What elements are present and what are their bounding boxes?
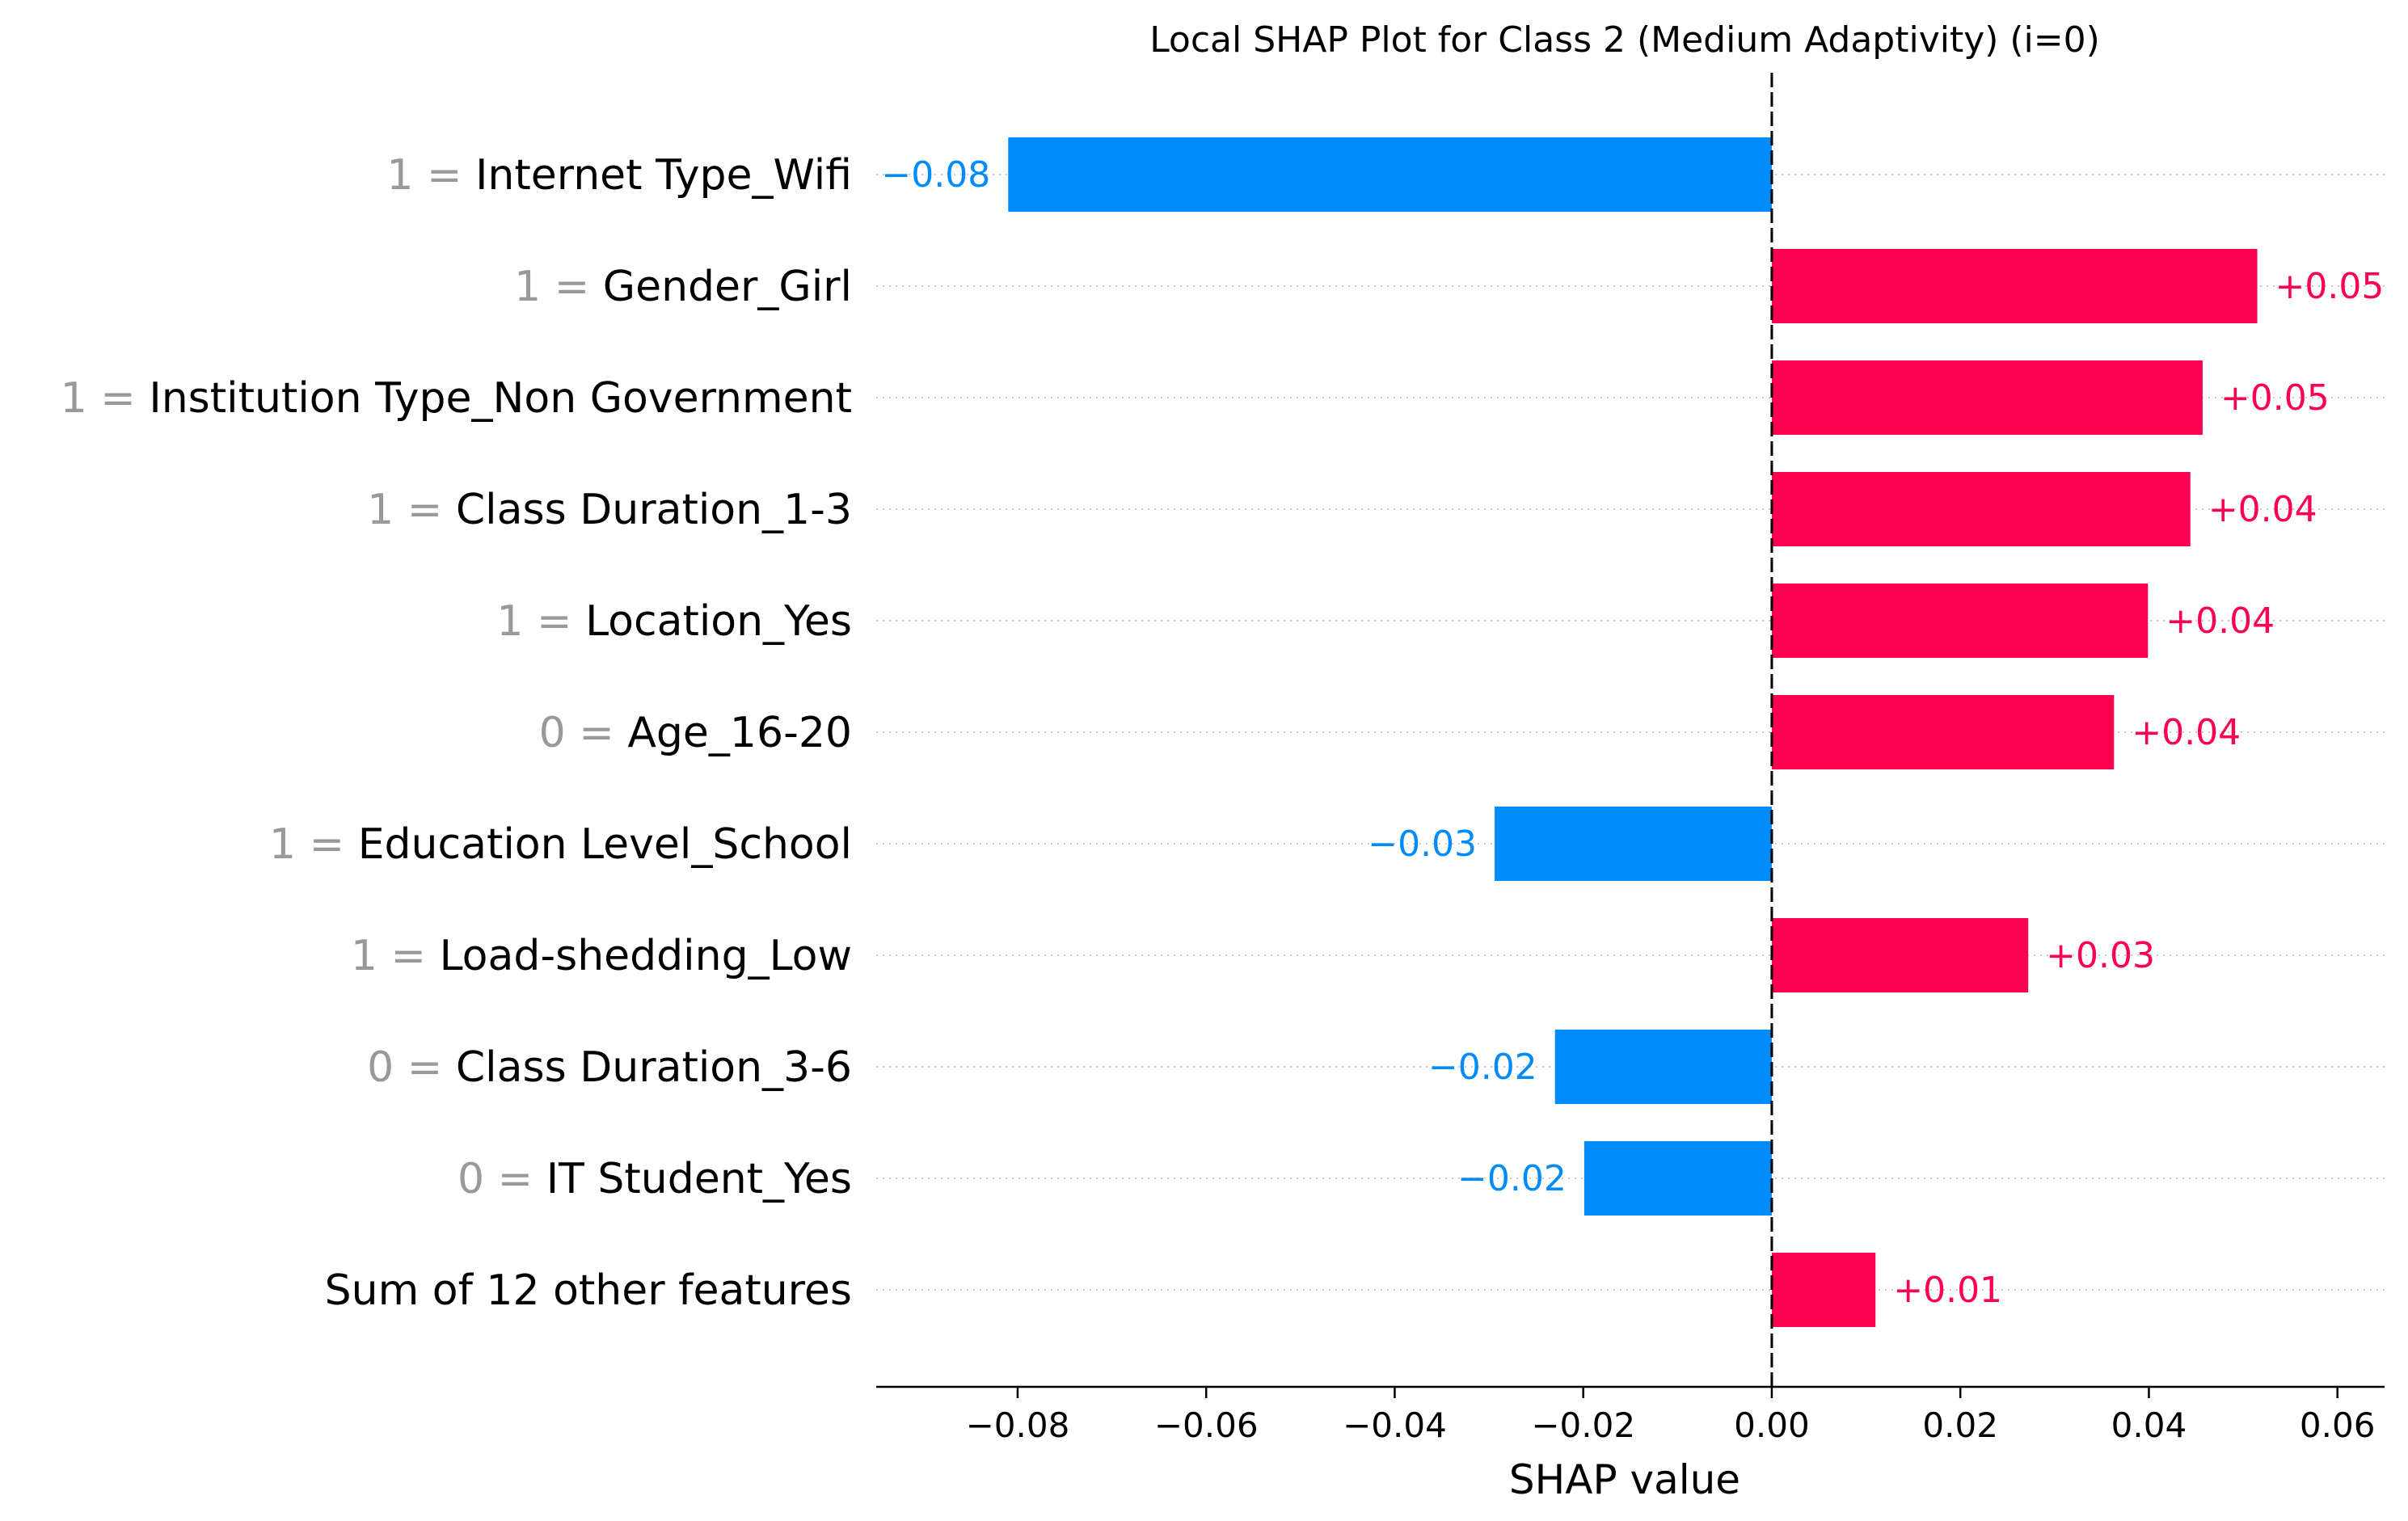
bar bbox=[1584, 1141, 1772, 1216]
bar-value-label: +0.05 bbox=[2220, 377, 2330, 419]
feature-label: 0 = IT Student_Yes bbox=[458, 1155, 852, 1203]
feature-label: 1 = Load-shedding_Low bbox=[351, 932, 852, 980]
feature-name: IT Student_Yes bbox=[546, 1155, 852, 1203]
feature-value: 1 = bbox=[269, 820, 358, 869]
bar bbox=[1771, 695, 2115, 769]
feature-label: 1 = Location_Yes bbox=[496, 597, 852, 646]
feature-label: Sum of 12 other features bbox=[325, 1266, 852, 1315]
feature-value: 1 = bbox=[61, 374, 150, 423]
feature-name: Class Duration_1-3 bbox=[456, 486, 852, 534]
x-tick-label: −0.06 bbox=[1154, 1405, 1259, 1445]
bar-value-label: +0.01 bbox=[1893, 1270, 2002, 1311]
bar bbox=[1771, 360, 2203, 435]
bar bbox=[1495, 807, 1772, 881]
feature-value: 1 = bbox=[367, 486, 456, 534]
feature-label: 1 = Gender_Girl bbox=[514, 263, 852, 311]
feature-value: 1 = bbox=[496, 597, 585, 646]
bar-value-label: +0.04 bbox=[2208, 489, 2317, 530]
x-tick-label: −0.08 bbox=[966, 1405, 1070, 1445]
feature-name: Institution Type_Non Government bbox=[149, 374, 852, 423]
feature-name: Sum of 12 other features bbox=[325, 1266, 852, 1315]
feature-label: 0 = Class Duration_3-6 bbox=[367, 1043, 852, 1092]
bar bbox=[1771, 1253, 1876, 1327]
feature-name: Class Duration_3-6 bbox=[456, 1043, 852, 1092]
bar bbox=[1771, 584, 2149, 658]
bar bbox=[1771, 472, 2191, 546]
feature-value: 1 = bbox=[386, 151, 475, 200]
bar bbox=[1008, 137, 1772, 212]
feature-value: 0 = bbox=[539, 709, 628, 757]
x-tick-label: −0.04 bbox=[1343, 1405, 1447, 1445]
x-tick-label: 0.02 bbox=[1922, 1405, 1998, 1445]
bar-value-label: +0.03 bbox=[2046, 935, 2155, 976]
bar-value-label: +0.05 bbox=[2275, 266, 2385, 307]
feature-name: Education Level_School bbox=[358, 820, 852, 869]
feature-label: 0 = Age_16-20 bbox=[539, 709, 852, 757]
feature-label: 1 = Institution Type_Non Government bbox=[61, 374, 852, 423]
feature-label: 1 = Education Level_School bbox=[269, 820, 852, 869]
bar-value-label: +0.04 bbox=[2166, 600, 2275, 642]
chart-title: Local SHAP Plot for Class 2 (Medium Adap… bbox=[1149, 19, 2100, 61]
x-tick-label: 0.04 bbox=[2111, 1405, 2187, 1445]
feature-label: 1 = Class Duration_1-3 bbox=[367, 486, 852, 534]
feature-value: 0 = bbox=[367, 1043, 456, 1092]
feature-name: Age_16-20 bbox=[627, 709, 852, 757]
feature-name: Location_Yes bbox=[585, 597, 852, 646]
bar-value-label: −0.03 bbox=[1368, 824, 1477, 865]
feature-name: Gender_Girl bbox=[603, 263, 852, 311]
bar bbox=[1771, 918, 2029, 992]
feature-name: Load-shedding_Low bbox=[440, 932, 852, 980]
bar-value-label: −0.02 bbox=[1457, 1158, 1567, 1199]
x-tick-label: 0.00 bbox=[1734, 1405, 1810, 1445]
feature-name: Internet Type_Wifi bbox=[475, 151, 852, 200]
bar-value-label: −0.02 bbox=[1428, 1047, 1537, 1088]
feature-value: 0 = bbox=[458, 1155, 546, 1203]
feature-value: 1 = bbox=[514, 263, 603, 311]
bar-value-label: +0.04 bbox=[2132, 712, 2241, 753]
feature-value: 1 = bbox=[351, 932, 440, 980]
x-tick-label: −0.02 bbox=[1531, 1405, 1635, 1445]
x-axis: −0.08 −0.06 −0.04 −0.02 0.00 0.02 0.04 0.06 bbox=[876, 73, 2385, 1445]
feature-label: 1 = Internet Type_Wifi bbox=[386, 151, 852, 200]
x-tick-label: 0.06 bbox=[2300, 1405, 2376, 1445]
bar-value-label: −0.08 bbox=[881, 154, 990, 196]
bar bbox=[1554, 1030, 1772, 1104]
bar bbox=[1771, 249, 2258, 323]
bars: −0.08 +0.05 +0.05 +0.04 +0.04 +0.04 −0.03 +0.03… bbox=[881, 137, 2384, 1327]
x-axis-label: SHAP value bbox=[1509, 1456, 1740, 1503]
